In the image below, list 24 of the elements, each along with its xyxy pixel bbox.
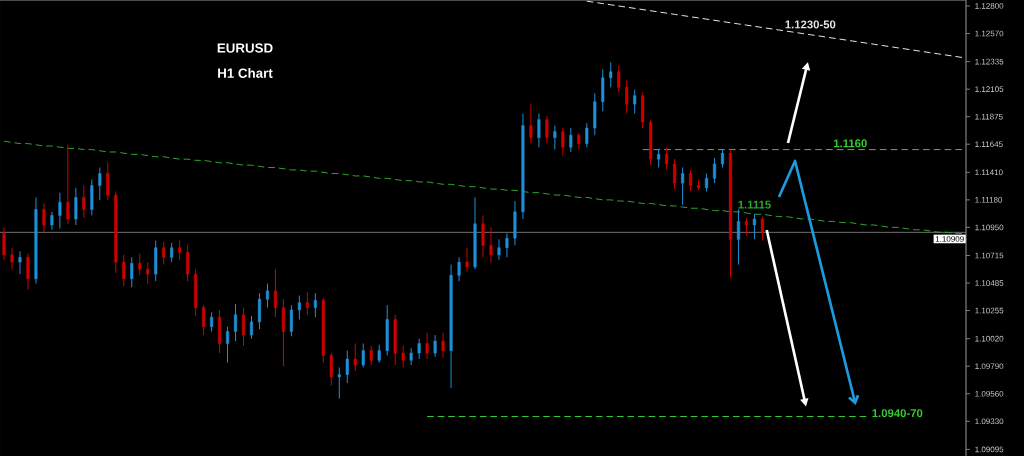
y-tick-label: 1.12800	[975, 3, 1004, 9]
series-label: 1.1230-50	[785, 20, 836, 29]
y-tick-label: 1.12335	[975, 58, 1004, 65]
ref-line-label: 1.10909	[935, 236, 964, 242]
y-tick-label: 1.11410	[975, 169, 1003, 176]
y-tick-label: 1.12570	[975, 30, 1004, 37]
y-tick-label: 1.10255	[975, 307, 1004, 314]
series-label: 1.1115	[738, 200, 771, 209]
y-tick-label: 1.09330	[975, 418, 1004, 425]
y-tick-label: 1.10485	[975, 280, 1004, 286]
y-tick-label: 1.09790	[975, 363, 1004, 370]
y-tick-label: 1.09095	[975, 446, 1004, 453]
y-tick-label: 1.12105	[975, 86, 1004, 92]
text: EURUSD	[217, 43, 273, 53]
y-tick-label: 1.10715	[975, 252, 1004, 259]
series-label: 1.1160	[833, 139, 867, 148]
y-tick-label: 1.11875	[975, 113, 1003, 120]
text: H1 Chart	[218, 68, 273, 78]
y-tick-label: 1.11180	[975, 197, 1003, 203]
y-tick-label: 1.11645	[975, 141, 1003, 148]
y-tick-label: 1.09560	[975, 390, 1004, 397]
series-label: 1.0940-70	[872, 409, 923, 418]
y-tick-label: 1.10950	[975, 224, 1004, 231]
y-tick-label: 1.10020	[975, 335, 1004, 342]
